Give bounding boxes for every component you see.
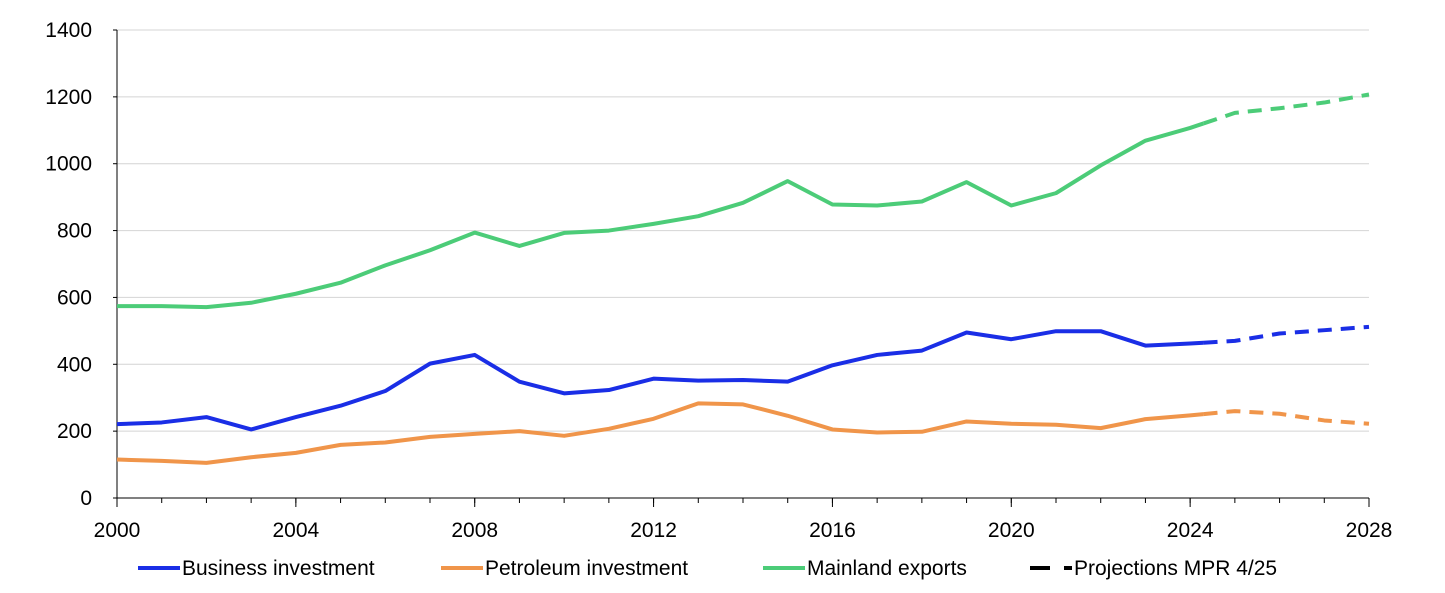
series-lines xyxy=(116,92,1370,465)
y-tick-label: 600 xyxy=(57,286,92,309)
series-line-petroleum-investment xyxy=(116,401,1204,465)
x-tick-label: 2028 xyxy=(1346,519,1393,542)
y-tick-label: 800 xyxy=(57,220,92,243)
series-line-mainland-exports xyxy=(117,121,1205,310)
x-tick-label: 2008 xyxy=(451,519,498,542)
legend-label-petroleum-investment: Petroleum investment xyxy=(485,557,688,580)
y-axis-ticks: 0 200 400 600 800 1000 1200 1400 xyxy=(45,19,117,510)
axes xyxy=(116,30,1369,499)
legend-label-projections-mpr-4-25: Projections MPR 4/25 xyxy=(1074,557,1277,580)
projection-line-mainland-exports xyxy=(1202,92,1370,126)
x-tick-label: 2012 xyxy=(630,519,677,542)
projection-line-business-investment xyxy=(1203,324,1370,345)
x-tick-label: 2004 xyxy=(272,519,319,542)
x-tick-label: 2016 xyxy=(809,519,856,542)
series-line-business-investment xyxy=(116,329,1204,432)
legend-label-business-investment: Business investment xyxy=(182,557,375,580)
x-tick-label: 2024 xyxy=(1167,519,1214,542)
y-tick-label: 400 xyxy=(57,353,92,376)
y-tick-label: 0 xyxy=(80,487,92,510)
x-tick-label: 2020 xyxy=(988,519,1035,542)
y-tick-label: 1000 xyxy=(45,153,92,176)
legend-label-mainland-exports: Mainland exports xyxy=(807,557,967,580)
y-tick-label: 1200 xyxy=(45,86,92,109)
y-tick-label: 200 xyxy=(57,420,92,443)
y-tick-label: 1400 xyxy=(45,19,92,42)
x-tick-label: 2000 xyxy=(94,519,141,542)
gridlines xyxy=(117,29,1369,432)
projection-line-petroleum-investment xyxy=(1203,409,1370,426)
x-axis-ticks: 2000 2004 2008 2012 2016 2020 2024 2028 xyxy=(94,498,1393,542)
legend: Business investment Petroleum investment M… xyxy=(138,557,1277,580)
